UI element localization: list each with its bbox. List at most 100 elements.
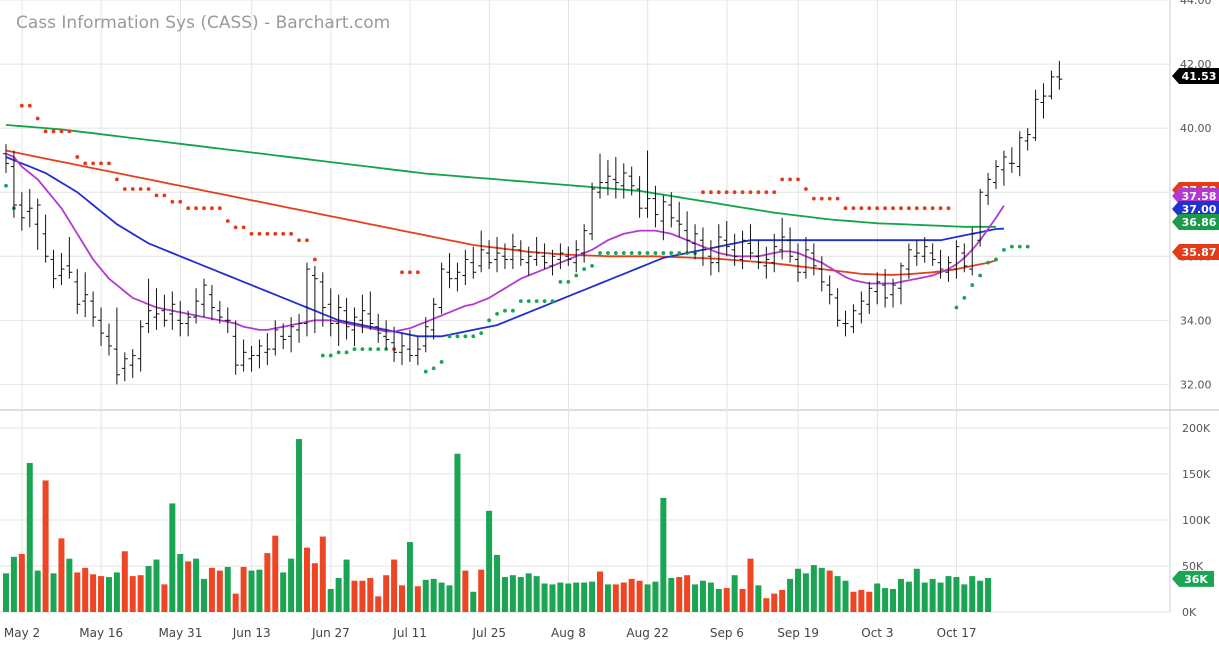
volume-bar xyxy=(913,568,920,612)
psar-dot xyxy=(99,161,103,166)
volume-bar xyxy=(383,575,390,612)
volume-bar xyxy=(533,576,540,612)
volume-bar xyxy=(795,568,801,612)
ohlc-bar xyxy=(494,237,501,273)
date-tick-label: Jun 27 xyxy=(311,626,350,640)
volume-bar xyxy=(589,581,596,612)
ohlc-bar xyxy=(509,233,516,270)
volume-bar xyxy=(153,559,160,612)
volume-bar xyxy=(573,582,580,612)
psar-dot xyxy=(360,347,365,352)
psar-dot xyxy=(400,270,404,275)
psar-dot xyxy=(43,129,48,134)
volume-bar xyxy=(486,510,493,612)
volume-bar xyxy=(699,580,706,612)
volume-bar xyxy=(858,589,865,612)
volume-bar xyxy=(145,566,152,612)
ohlc-bar xyxy=(1040,83,1047,119)
ohlc-bar xyxy=(129,349,136,378)
psar-dot xyxy=(819,196,824,201)
price-tag-box xyxy=(1172,201,1219,217)
date-tick-label: Jul 11 xyxy=(392,626,427,640)
ohlc-bar xyxy=(810,243,817,276)
ohlc-bar xyxy=(169,291,176,330)
volume-bar xyxy=(945,576,952,612)
volume-bar xyxy=(921,582,928,612)
ohlc-bar xyxy=(121,352,128,382)
ohlc-bar xyxy=(454,262,461,292)
date-tick-label: Oct 17 xyxy=(937,626,977,640)
price-tag-label: 37.58 xyxy=(1182,190,1217,203)
ohlc-bar xyxy=(644,150,651,218)
ohlc-bar xyxy=(866,281,873,314)
ohlc-bar xyxy=(185,310,192,337)
psar-dot xyxy=(732,190,737,195)
ohlc-bar xyxy=(248,345,255,372)
psar-dot xyxy=(938,206,943,211)
ohlc-bar xyxy=(256,339,263,369)
ohlc-bar xyxy=(3,144,9,173)
volume-bar xyxy=(684,575,691,612)
volume-tick-label: 0K xyxy=(1182,606,1197,619)
psar-dot xyxy=(606,251,610,255)
psar-dot xyxy=(740,190,745,195)
volume-bar xyxy=(26,462,33,612)
volume-bar xyxy=(256,569,263,612)
volume-bar xyxy=(937,582,944,612)
ohlc-bar xyxy=(319,272,326,327)
date-tick-label: May 31 xyxy=(158,626,202,640)
volume-bar xyxy=(113,572,120,612)
ohlc-bar xyxy=(842,310,849,337)
psar-dot xyxy=(724,190,729,195)
psar-dot xyxy=(978,273,983,278)
psar-dot xyxy=(336,350,341,355)
volume-bar xyxy=(581,582,588,612)
volume-bar xyxy=(525,573,532,612)
ohlc-bar xyxy=(1024,128,1031,151)
psar-dot xyxy=(122,187,127,191)
volume-tick-label: 50K xyxy=(1182,560,1204,573)
price-tag-label: 36.86 xyxy=(1182,216,1217,229)
psar-dot xyxy=(851,206,856,211)
psar-dot xyxy=(415,270,420,275)
psar-dot xyxy=(510,308,515,313)
ohlc-bar xyxy=(351,307,358,346)
psar-dot xyxy=(518,299,523,303)
volume-bar xyxy=(216,570,223,612)
volume-bar xyxy=(367,577,374,612)
psar-dot xyxy=(574,273,579,278)
ohlc-bar xyxy=(763,246,770,279)
psar-dot xyxy=(566,279,571,284)
ohlc-bar xyxy=(216,301,223,324)
volume-bar xyxy=(866,591,873,612)
volume-bar xyxy=(90,574,97,612)
price-tick-label: 34.00 xyxy=(1180,314,1212,327)
ohlc-bar xyxy=(90,291,97,327)
ohlc-bar xyxy=(628,166,635,196)
ohlc-bar xyxy=(367,291,374,330)
ohlc-bar xyxy=(1000,150,1007,186)
ohlc-bar xyxy=(612,156,619,199)
grid xyxy=(0,0,1219,613)
ohlc-bar xyxy=(26,188,33,228)
ohlc-bar xyxy=(715,224,722,273)
ohlc-bar xyxy=(34,198,41,250)
psar-dot xyxy=(257,231,262,236)
price-tag: 41.53 xyxy=(1172,68,1219,84)
ohlc-bar xyxy=(462,249,469,286)
psar-dot xyxy=(827,196,832,201)
psar-dot xyxy=(344,350,349,355)
psar-dot xyxy=(67,129,72,134)
ohlc-bar xyxy=(731,233,738,266)
ohlc-bar xyxy=(533,237,540,266)
volume-bar xyxy=(834,576,841,612)
volume-bar xyxy=(121,551,128,612)
volume-bar xyxy=(303,547,310,612)
ohlc-bar xyxy=(707,240,714,276)
ohlc-bar xyxy=(589,182,596,241)
volume-bar xyxy=(549,584,556,612)
psar-dot xyxy=(677,251,682,255)
price-tag-box xyxy=(1172,68,1219,84)
psar-dot xyxy=(621,251,626,255)
psar-dot xyxy=(91,161,96,166)
